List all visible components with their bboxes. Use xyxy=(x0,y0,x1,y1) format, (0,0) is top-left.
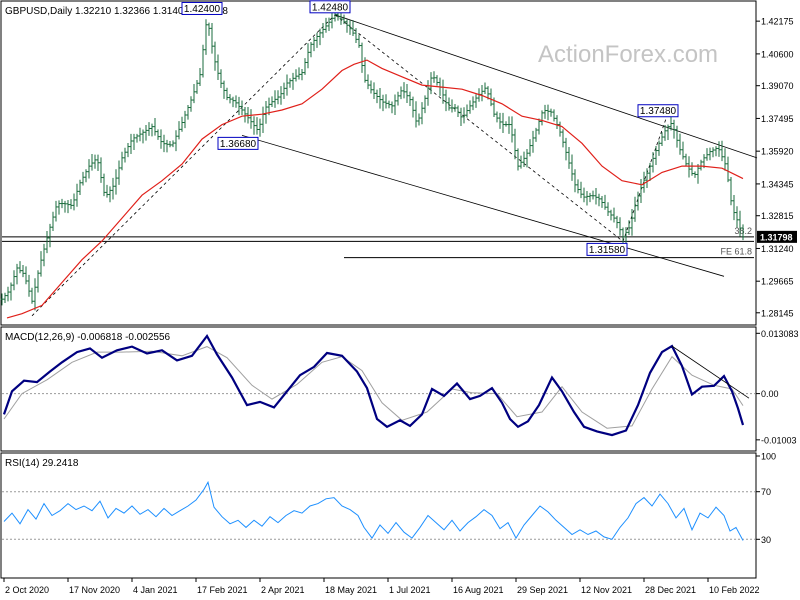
peak-label-5: 1.31580 xyxy=(589,245,626,256)
rsi-y-tick-2: 70 xyxy=(761,487,771,497)
peak-label-1: 1.42400 xyxy=(184,4,221,15)
peak-label-box-5 xyxy=(586,242,628,256)
horizontal-line-label-3: FE 61.8 xyxy=(720,247,752,257)
price-y-tick-10: 1.28145 xyxy=(761,308,794,318)
trend-line-4 xyxy=(334,14,624,242)
trend-line-2 xyxy=(241,134,725,277)
x-tick-label-5: 2 Apr 2021 xyxy=(261,585,305,595)
x-tick-label-1: 2 Oct 2020 xyxy=(5,585,49,595)
macd-y-tick-3: -0.01003 xyxy=(761,435,797,445)
x-tick-label-3: 4 Jan 2021 xyxy=(133,585,178,595)
x-tick-label-10: 12 Nov 2021 xyxy=(581,585,632,595)
moving-average-line xyxy=(6,59,744,319)
price-panel-frame xyxy=(0,0,757,326)
price-y-tick-9: 1.29665 xyxy=(761,277,794,287)
x-tick-label-2: 17 Nov 2020 xyxy=(69,585,120,595)
peak-label-4: 1.37480 xyxy=(640,106,677,117)
watermark: ActionForex.com xyxy=(538,41,718,68)
price-y-tick-3: 1.39070 xyxy=(761,81,794,91)
x-tick-label-7: 1 Jul 2021 xyxy=(389,585,431,595)
trend-line-5 xyxy=(622,118,667,242)
peak-label-3: 1.36680 xyxy=(220,139,257,150)
x-tick-label-12: 10 Feb 2022 xyxy=(709,585,760,595)
macd-panel-title: MACD(12,26,9) -0.006818 -0.002556 xyxy=(5,332,171,343)
price-y-tick-4: 1.37495 xyxy=(761,114,794,124)
peak-label-2: 1.42480 xyxy=(312,2,349,13)
price-y-tick-6: 1.34345 xyxy=(761,179,794,189)
last-price-label: 1.31798 xyxy=(760,232,793,242)
rsi-y-tick-3: 30 xyxy=(761,535,771,545)
rsi-panel-title: RSI(14) 29.2418 xyxy=(5,458,79,469)
x-tick-label-11: 28 Dec 2021 xyxy=(645,585,696,595)
last-price-box xyxy=(757,230,797,243)
price-y-tick-1: 1.42175 xyxy=(761,17,794,27)
macd-panel-frame xyxy=(0,326,757,452)
rsi-y-tick-1: 100 xyxy=(761,452,776,462)
peak-label-box-4 xyxy=(637,104,679,118)
price-y-tick-2: 1.40600 xyxy=(761,49,794,59)
x-tick-label-8: 16 Aug 2021 xyxy=(453,585,504,595)
macd-y-tick-1: 0.013083 xyxy=(761,329,799,339)
price-y-tick-7: 1.32815 xyxy=(761,211,794,221)
x-tick-label-6: 18 May 2021 xyxy=(325,585,377,595)
x-tick-label-4: 17 Feb 2021 xyxy=(197,585,248,595)
rsi-panel-frame xyxy=(0,452,757,579)
trend-line-1 xyxy=(334,14,758,159)
price-y-tick-8: 1.31240 xyxy=(761,244,794,254)
x-tick-label-9: 29 Sep 2021 xyxy=(517,585,568,595)
peak-label-box-1 xyxy=(181,1,223,15)
rsi-line xyxy=(3,480,744,541)
macd-y-tick-2: 0.00 xyxy=(761,389,779,399)
price-panel-title: GBPUSD,Daily 1.32210 1.32366 1.31400 1.3… xyxy=(5,6,228,17)
macd-trend-line-1 xyxy=(671,345,750,399)
peak-label-box-2 xyxy=(309,0,351,14)
macd-signal-line xyxy=(3,346,744,429)
peak-label-box-3 xyxy=(217,136,259,150)
macd-line xyxy=(2,333,745,437)
trend-line-3 xyxy=(31,14,336,317)
price-y-tick-5: 1.35920 xyxy=(761,147,794,157)
